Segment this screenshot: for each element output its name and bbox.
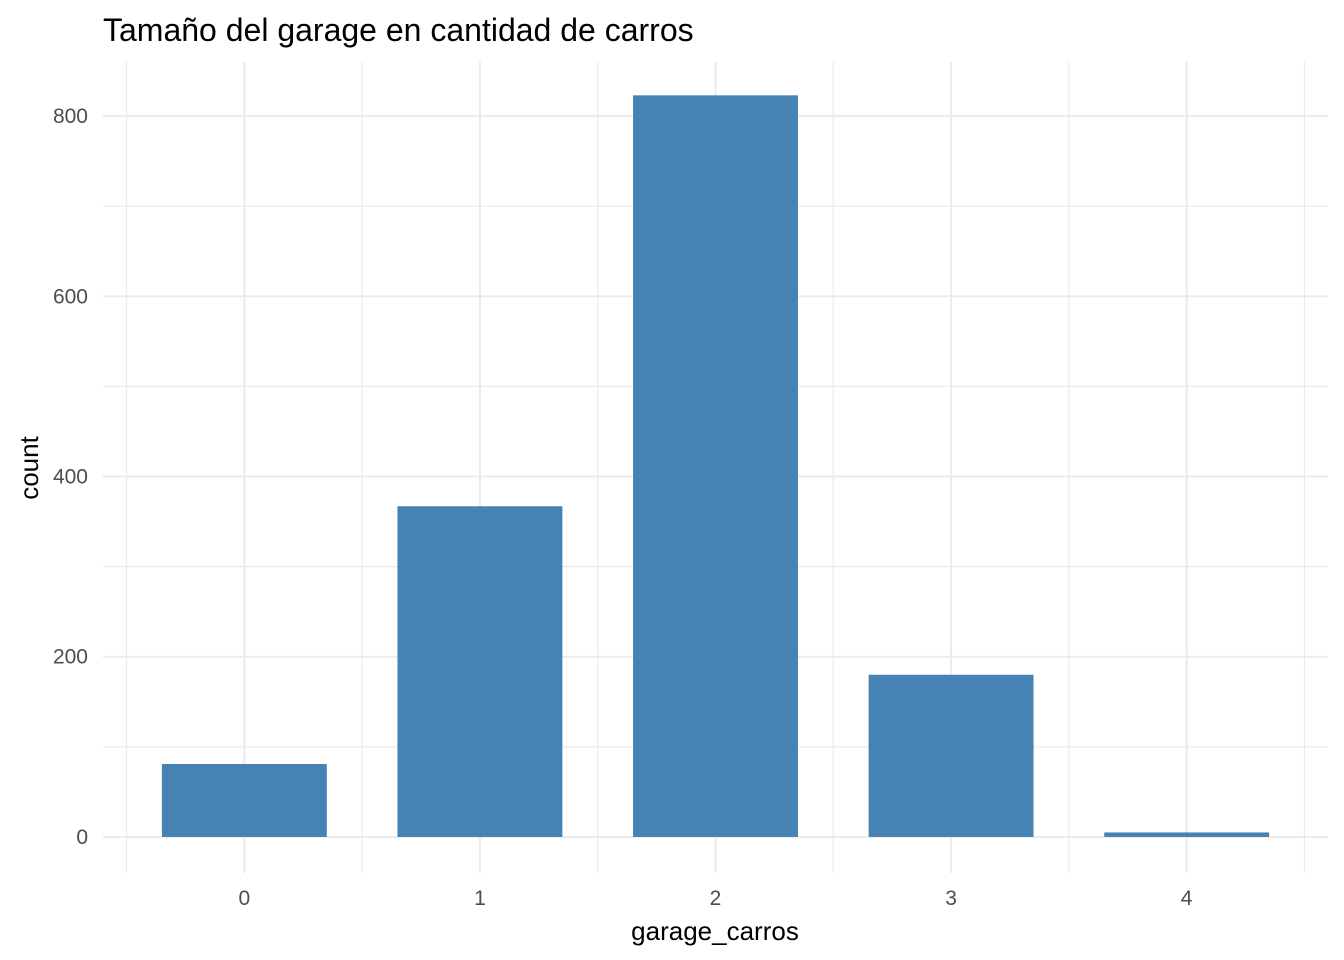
y-tick-label: 200 (53, 646, 88, 669)
bar-0 (161, 763, 327, 837)
x-tick-label: 0 (239, 887, 251, 910)
y-tick-label: 600 (53, 285, 88, 308)
chart-title: Tamaño del garage en cantidad de carros (103, 12, 694, 48)
x-axis-label: garage_carros (631, 916, 799, 946)
y-tick-label: 400 (53, 466, 88, 489)
y-axis-label: count (14, 435, 44, 499)
y-tick-label: 800 (53, 105, 88, 128)
x-tick-label: 1 (474, 887, 486, 910)
x-tick-label: 2 (710, 887, 722, 910)
y-tick-labels: 0 200 400 600 800 (53, 105, 88, 849)
x-tick-label: 4 (1181, 887, 1193, 910)
x-tick-labels: 0 1 2 3 4 (239, 887, 1193, 910)
y-tick-label: 0 (76, 826, 88, 849)
bar-1 (397, 506, 563, 837)
bars (161, 95, 1270, 837)
bar-3 (868, 674, 1034, 837)
x-tick-label: 3 (945, 887, 957, 910)
bar-2 (633, 95, 798, 837)
bar-4 (1104, 832, 1270, 837)
